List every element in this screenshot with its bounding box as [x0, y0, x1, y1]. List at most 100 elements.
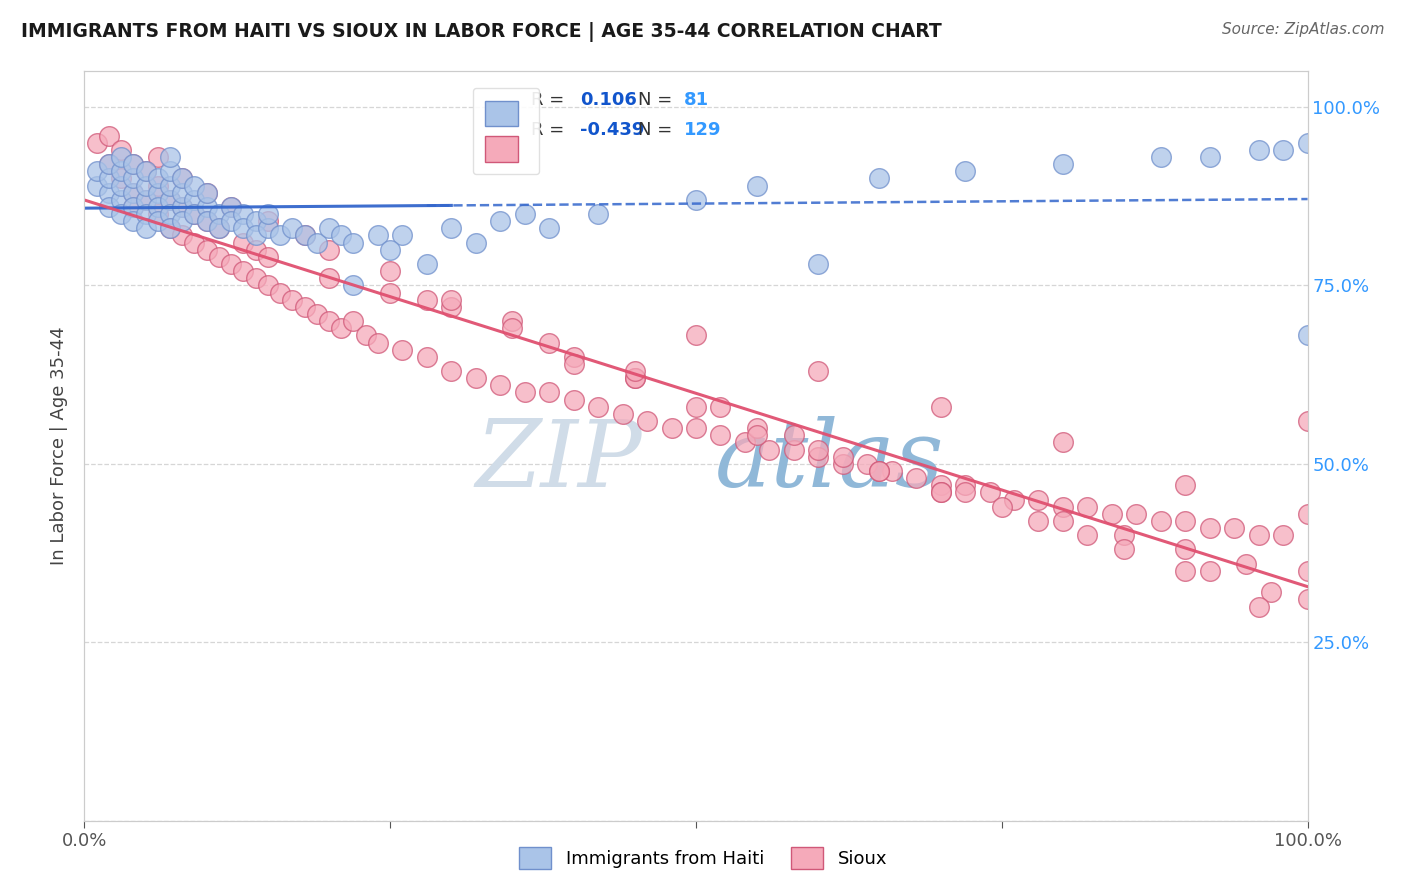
Point — [159, 193, 181, 207]
Point — [86, 136, 108, 150]
Point — [195, 214, 218, 228]
Point — [110, 171, 132, 186]
Point — [513, 385, 536, 400]
Point — [159, 221, 181, 235]
Point — [624, 371, 647, 385]
Point — [183, 207, 205, 221]
Point — [122, 186, 145, 200]
Point — [232, 264, 254, 278]
Point — [245, 214, 267, 228]
Point — [747, 178, 769, 193]
Point — [305, 307, 328, 321]
Point — [1198, 564, 1220, 578]
Point — [146, 178, 169, 193]
Point — [1052, 514, 1074, 528]
Point — [135, 178, 157, 193]
Point — [97, 200, 120, 214]
Point — [831, 450, 853, 464]
Point — [380, 264, 402, 278]
Point — [440, 300, 463, 314]
Point — [538, 221, 561, 235]
Text: R =: R = — [531, 120, 564, 139]
Point — [929, 478, 952, 492]
Point — [953, 478, 976, 492]
Point — [86, 178, 108, 193]
Point — [869, 464, 891, 478]
Point — [367, 335, 389, 350]
Point — [122, 200, 145, 214]
Point — [416, 293, 439, 307]
Point — [1247, 143, 1270, 157]
Point — [416, 350, 439, 364]
Point — [513, 207, 536, 221]
Point — [97, 171, 120, 186]
Point — [146, 171, 169, 186]
Point — [661, 421, 683, 435]
Point — [110, 193, 132, 207]
Point — [183, 178, 205, 193]
Point — [783, 442, 806, 457]
Point — [269, 228, 291, 243]
Point — [489, 214, 512, 228]
Point — [146, 207, 169, 221]
Point — [1076, 528, 1098, 542]
Point — [318, 221, 340, 235]
Point — [1296, 414, 1319, 428]
Point — [122, 157, 145, 171]
Point — [219, 257, 242, 271]
Point — [1028, 514, 1050, 528]
Point — [1028, 492, 1050, 507]
Point — [232, 221, 254, 235]
Point — [97, 157, 120, 171]
Point — [97, 157, 120, 171]
Point — [685, 421, 707, 435]
Point — [245, 271, 267, 285]
Point — [905, 471, 928, 485]
Point — [929, 485, 952, 500]
Point — [685, 400, 707, 414]
Point — [318, 243, 340, 257]
Point — [342, 278, 364, 293]
Point — [257, 221, 280, 235]
Point — [929, 485, 952, 500]
Point — [305, 235, 328, 250]
Point — [807, 442, 830, 457]
Point — [146, 186, 169, 200]
Text: atlas: atlas — [714, 416, 943, 506]
Point — [281, 293, 304, 307]
Point — [440, 293, 463, 307]
Point — [1114, 542, 1136, 557]
Point — [464, 371, 486, 385]
Point — [269, 285, 291, 300]
Point — [86, 164, 108, 178]
Point — [807, 364, 830, 378]
Point — [1198, 521, 1220, 535]
Point — [831, 457, 853, 471]
Point — [219, 200, 242, 214]
Point — [685, 193, 707, 207]
Point — [1150, 150, 1173, 164]
Text: Source: ZipAtlas.com: Source: ZipAtlas.com — [1222, 22, 1385, 37]
Point — [1114, 528, 1136, 542]
Point — [257, 214, 280, 228]
Point — [1198, 150, 1220, 164]
Point — [1076, 500, 1098, 514]
Point — [208, 250, 231, 264]
Point — [135, 193, 157, 207]
Point — [122, 171, 145, 186]
Point — [330, 228, 353, 243]
Point — [245, 228, 267, 243]
Point — [1052, 157, 1074, 171]
Point — [219, 214, 242, 228]
Point — [1002, 492, 1025, 507]
Point — [110, 143, 132, 157]
Text: 0.106: 0.106 — [579, 91, 637, 109]
Point — [869, 171, 891, 186]
Point — [783, 428, 806, 442]
Point — [1296, 328, 1319, 343]
Point — [172, 171, 194, 186]
Point — [122, 186, 145, 200]
Point — [440, 221, 463, 235]
Point — [869, 464, 891, 478]
Point — [538, 385, 561, 400]
